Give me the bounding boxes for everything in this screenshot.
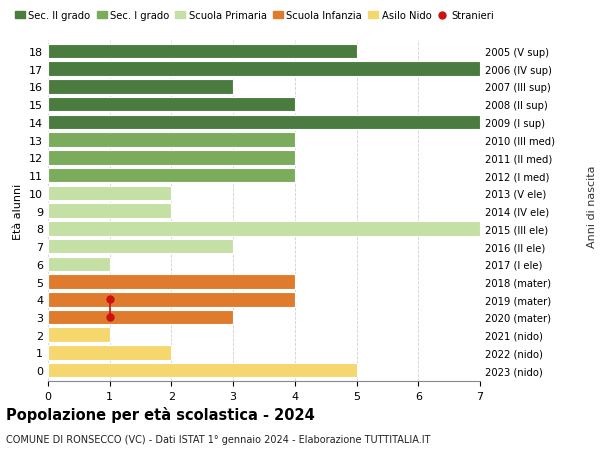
Text: Anni di nascita: Anni di nascita [587,165,597,248]
Legend: Sec. II grado, Sec. I grado, Scuola Primaria, Scuola Infanzia, Asilo Nido, Stran: Sec. II grado, Sec. I grado, Scuola Prim… [11,7,497,25]
Bar [48,45,356,59]
Bar [48,292,295,307]
Bar [48,98,295,112]
Bar [48,363,356,378]
Bar [48,186,172,201]
Text: COMUNE DI RONSECCO (VC) - Dati ISTAT 1° gennaio 2024 - Elaborazione TUTTITALIA.I: COMUNE DI RONSECCO (VC) - Dati ISTAT 1° … [6,434,431,444]
Bar [48,310,233,325]
Bar [48,115,480,130]
Bar [48,274,295,289]
Bar [48,133,295,148]
Bar [48,328,110,342]
Bar [48,62,480,77]
Bar [48,151,295,165]
Bar [48,80,233,95]
Text: Popolazione per età scolastica - 2024: Popolazione per età scolastica - 2024 [6,406,315,422]
Bar [48,346,172,360]
Bar [48,239,233,254]
Bar [48,222,480,236]
Y-axis label: Età alunni: Età alunni [13,183,23,239]
Bar [48,257,110,271]
Bar [48,168,295,183]
Bar [48,204,172,218]
